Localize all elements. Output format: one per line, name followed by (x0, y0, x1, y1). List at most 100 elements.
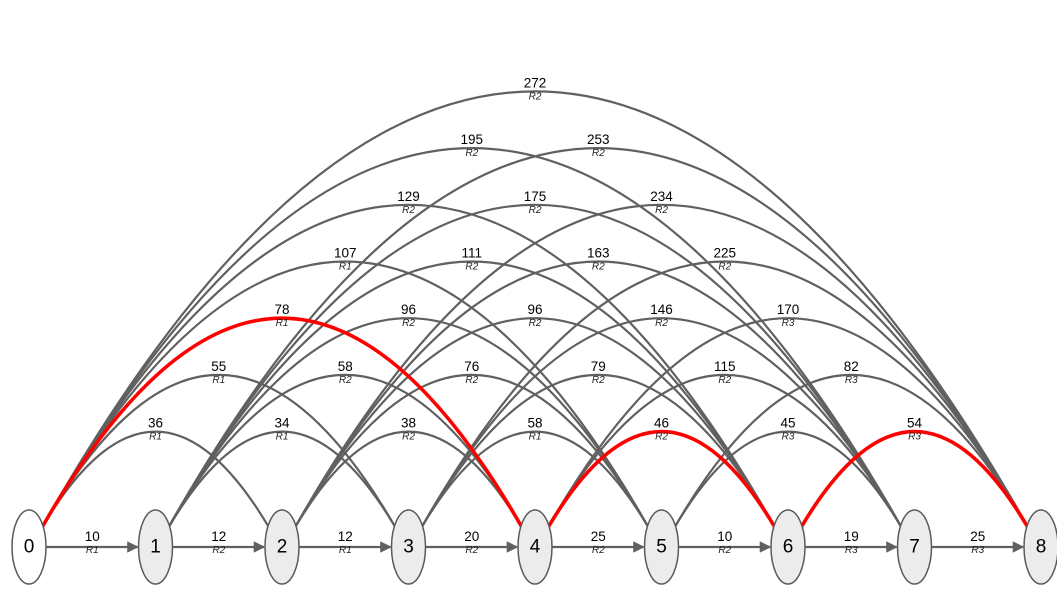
node-3-label: 3 (403, 537, 414, 558)
node-2-label: 2 (277, 537, 288, 558)
edge-1-6-route: R2 (465, 262, 478, 273)
edge-3-5-route: R1 (529, 432, 542, 443)
labels-layer: 10R112R212R120R225R210R219R325R336R134R1… (85, 75, 986, 556)
edge-4-7 (536, 373, 914, 549)
node-7-shape (896, 509, 933, 585)
edge-3-5 (409, 430, 661, 549)
edge-1-3-route: R1 (276, 432, 289, 443)
edge-0-5-route: R1 (339, 262, 352, 273)
node-7: 7 (896, 509, 933, 585)
edge-5-8-route: R3 (845, 375, 858, 386)
edge-1-3 (156, 430, 408, 549)
edge-1-5-weight: 96 (401, 302, 416, 317)
edge-0-7-weight: 195 (460, 132, 483, 147)
edge-4-7-weight: 115 (714, 359, 736, 374)
node-0: 0 (11, 509, 47, 585)
edge-1-4 (156, 373, 534, 549)
edge-0-2 (30, 430, 281, 549)
edge-1-8-weight: 253 (587, 132, 610, 147)
edge-2-8-route: R2 (655, 205, 668, 216)
edge-6-7-route: R3 (845, 545, 858, 556)
edge-4-8-weight: 170 (777, 302, 800, 317)
edge-2-7 (283, 260, 914, 549)
edge-0-2-weight: 36 (148, 416, 163, 431)
edge-5-7-weight: 45 (780, 416, 795, 431)
edge-0-4-route: R1 (276, 318, 289, 329)
edge-4-5-route: R2 (592, 545, 605, 556)
edge-2-8-weight: 234 (650, 189, 673, 204)
edge-1-8 (156, 147, 1040, 549)
edge-1-6-weight: 111 (461, 246, 482, 261)
edge-1-4-route: R2 (339, 375, 352, 386)
edge-3-8 (409, 260, 1040, 549)
node-7-label: 7 (909, 537, 920, 558)
edge-0-7-route: R2 (465, 148, 478, 159)
edge-0-1-weight: 10 (85, 529, 100, 544)
edge-4-6-route: R2 (655, 432, 668, 443)
edge-2-6-weight: 96 (527, 302, 542, 317)
edge-0-5 (30, 260, 661, 549)
edge-2-7-route: R2 (592, 262, 605, 273)
edge-1-3-weight: 34 (274, 416, 290, 431)
edge-2-6-route: R2 (529, 318, 542, 329)
node-4: 4 (517, 509, 553, 585)
edge-2-7-weight: 163 (587, 246, 610, 261)
edge-1-4-weight: 58 (338, 359, 353, 374)
edge-2-4 (283, 430, 534, 549)
node-2-shape (264, 509, 300, 585)
edge-6-8-highlighted (788, 430, 1041, 549)
edge-4-5-weight: 25 (591, 529, 606, 544)
edge-0-7 (30, 147, 914, 549)
edge-3-6-weight: 79 (591, 359, 606, 374)
edge-0-8 (30, 90, 1040, 549)
edge-5-7-route: R3 (782, 432, 795, 443)
node-3-shape (390, 509, 427, 585)
node-6: 6 (770, 509, 806, 585)
edge-3-6 (409, 373, 787, 549)
edge-4-7-route: R2 (718, 375, 731, 386)
edge-2-5 (283, 373, 661, 549)
edge-5-8 (662, 373, 1040, 549)
node-0-shape (11, 509, 47, 585)
edge-1-5-route: R2 (402, 318, 415, 329)
node-8-shape (1023, 509, 1057, 585)
edge-6-7-weight: 19 (844, 529, 859, 544)
edge-1-7-weight: 175 (524, 189, 547, 204)
edge-0-6-route: R2 (402, 205, 415, 216)
node-3: 3 (390, 509, 427, 585)
edge-1-2-weight: 12 (211, 529, 226, 544)
node-0-label: 0 (24, 537, 35, 558)
edge-0-4-highlighted (29, 316, 535, 549)
edge-0-5-weight: 107 (334, 246, 357, 261)
node-6-shape (770, 509, 806, 585)
edge-3-7-route: R2 (655, 318, 668, 329)
node-2: 2 (264, 509, 300, 585)
node-1: 1 (137, 509, 174, 585)
edge-0-6-weight: 129 (397, 189, 420, 204)
node-5: 5 (643, 509, 680, 585)
edge-5-7 (662, 430, 914, 549)
edge-3-8-route: R2 (718, 262, 731, 273)
edge-1-5 (156, 317, 661, 549)
edge-2-6 (283, 317, 787, 549)
edge-3-4-weight: 20 (464, 529, 479, 544)
edge-3-4-route: R2 (465, 545, 478, 556)
node-5-shape (643, 509, 680, 585)
edge-5-6-route: R2 (718, 545, 731, 556)
edge-2-5-route: R2 (465, 375, 478, 386)
edge-0-4-weight: 78 (274, 302, 289, 317)
node-6-label: 6 (783, 537, 794, 558)
edge-3-8-weight: 225 (713, 246, 736, 261)
node-8: 8 (1023, 509, 1057, 585)
edge-2-3-route: R1 (339, 545, 352, 556)
edge-1-2-route: R2 (212, 545, 225, 556)
edge-5-6-weight: 10 (717, 529, 732, 544)
edge-6-8-weight: 54 (907, 416, 923, 431)
node-1-shape (137, 509, 174, 585)
edge-0-8-weight: 272 (524, 75, 547, 90)
edge-1-6 (156, 260, 787, 549)
edge-1-8-route: R2 (592, 148, 605, 159)
edge-2-4-weight: 38 (401, 416, 416, 431)
